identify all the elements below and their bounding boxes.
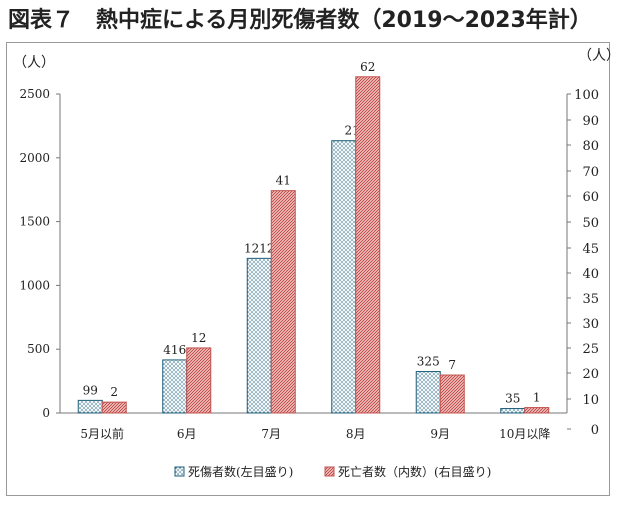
right-tick-label: 50 [582,216,599,231]
legend: 死傷者数(左目盛り) 死亡者数（内数）(右目盛り) [174,464,491,479]
casualties-bar [500,408,526,414]
legend-swatch-deaths [324,466,335,477]
left-tick-label: 1500 [19,215,50,229]
category-labels: 5月以前 6月 7月 8月 9月 10月以降 [80,426,550,441]
deaths-value-label: 12 [191,331,206,345]
right-tick-label: 80 [582,139,599,154]
casualties-value-label: 325 [417,355,440,369]
casualties-bar [415,371,441,414]
right-tick-label: 45 [582,242,599,257]
left-axis-unit: （人） [13,55,55,71]
left-axis-ticks: 0 500 1000 1500 2000 2500 [19,87,60,420]
casualties-value-label: 99 [83,383,98,397]
category-label: 10月以降 [499,427,550,441]
chart-title: 図表７ 熱中症による月別死傷者数（2019〜2023年計） [8,8,592,33]
right-tick-label: 40 [582,267,599,282]
right-axis-ticks: 0 10 20 25 30 35 40 45 50 60 70 80 90 100 [567,88,599,438]
deaths-bar [439,374,465,414]
right-tick-label: 90 [582,114,599,129]
right-axis-unit: （人） [578,48,611,64]
deaths-value-label: 62 [360,60,375,74]
left-tick-label: 0 [42,406,50,420]
category-label: 5月以前 [80,426,124,441]
bar-chart: （人） （人） 0 500 1000 1500 2000 2500 0 10 20 25 30 35… [13,48,611,479]
deaths-bar [101,401,127,414]
chart-frame: （人） （人） 0 500 1000 1500 2000 2500 0 10 20 25 30 35… [6,42,611,496]
deaths-bar [355,76,381,414]
left-tick-label: 2000 [19,151,50,165]
casualties-bar [331,140,357,414]
category-label: 7月 [261,427,281,441]
deaths-value-label: 1 [533,391,541,405]
legend-label-deaths: 死亡者数（内数）(右目盛り) [338,464,491,479]
casualties-bar [162,359,188,414]
bars: 992416121212412134623257351 [77,60,550,414]
casualties-bar [77,399,103,414]
deaths-bar [186,347,212,414]
deaths-value-label: 2 [110,385,118,399]
category-label: 9月 [430,427,450,441]
right-tick-label: 100 [574,88,599,103]
deaths-bar [524,407,550,414]
right-tick-label: 35 [582,292,599,307]
casualties-value-label: 1212 [244,241,275,255]
axes [59,94,568,414]
category-label: 8月 [346,427,366,441]
deaths-value-label: 7 [448,358,456,372]
casualties-value-label: 416 [163,343,186,357]
right-tick-label: 60 [582,190,599,205]
right-tick-label: 70 [582,165,599,180]
legend-label-casualties: 死傷者数(左目盛り) [188,464,293,479]
deaths-value-label: 41 [276,174,291,188]
right-tick-label: 10 [582,393,599,408]
casualties-value-label: 35 [505,392,520,406]
right-tick-label: 0 [591,423,599,438]
casualties-bar [246,257,272,414]
left-tick-label: 500 [27,342,50,356]
right-tick-label: 20 [582,367,599,382]
legend-swatch-casualties [174,466,185,477]
deaths-bar [270,190,296,414]
category-label: 6月 [177,427,197,441]
right-tick-label: 30 [582,317,599,332]
right-tick-label: 25 [582,342,599,357]
left-tick-label: 2500 [19,87,50,101]
left-tick-label: 1000 [19,278,50,292]
